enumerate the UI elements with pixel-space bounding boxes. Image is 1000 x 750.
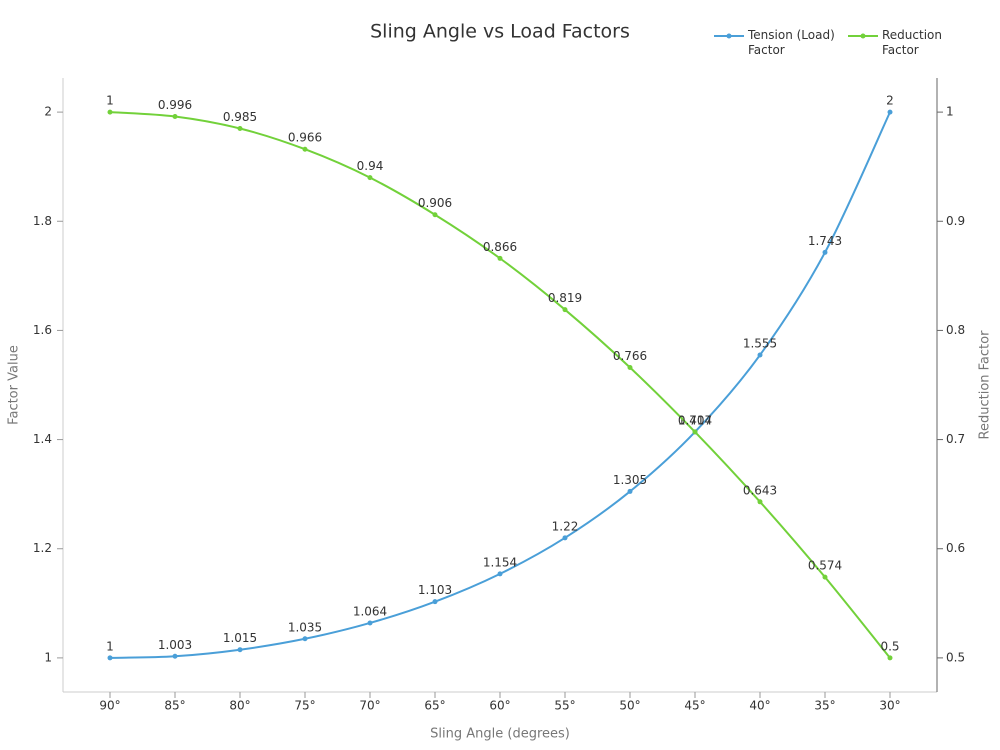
point xyxy=(367,175,373,181)
x-tick-label: 75° xyxy=(294,699,315,713)
point xyxy=(627,365,633,371)
x-tick-label: 35° xyxy=(814,699,835,713)
data-label: 0.819 xyxy=(548,291,582,305)
point xyxy=(302,636,308,642)
x-tick-label: 40° xyxy=(749,699,770,713)
point xyxy=(887,109,893,115)
y-tick-label: 1.8 xyxy=(33,214,52,228)
data-label: 0.94 xyxy=(357,159,384,173)
y-tick-label: 1.4 xyxy=(33,432,52,446)
data-label: 0.966 xyxy=(288,131,322,145)
point xyxy=(822,574,828,580)
legend-label: Reduction Factor xyxy=(882,28,942,57)
data-label: 0.996 xyxy=(158,98,192,112)
y-tick-label: 1.2 xyxy=(33,541,52,555)
y-tick-label: 1.6 xyxy=(33,323,52,337)
x-axis-label: Sling Angle (degrees) xyxy=(430,727,570,742)
point xyxy=(757,352,763,358)
data-label: 0.5 xyxy=(880,639,899,653)
data-label: 1.743 xyxy=(808,234,842,248)
legend: Tension (Load) Factor Reduction Factor xyxy=(714,28,972,58)
data-label: 1.015 xyxy=(223,631,257,645)
x-tick-label: 55° xyxy=(554,699,575,713)
y-tick-label: 2 xyxy=(44,105,52,119)
y-axis-label: Factor Value xyxy=(7,345,22,425)
x-tick-label: 85° xyxy=(164,699,185,713)
data-label: 1.154 xyxy=(483,555,517,569)
point xyxy=(887,655,893,661)
data-label: 0.574 xyxy=(808,559,842,573)
x-tick-label: 45° xyxy=(684,699,705,713)
point xyxy=(302,146,308,152)
legend-swatch xyxy=(714,28,744,42)
data-label: 1 xyxy=(106,94,114,108)
x-tick-label: 65° xyxy=(424,699,445,713)
point xyxy=(107,109,113,115)
legend-item: Tension (Load) Factor xyxy=(714,28,838,58)
x-tick-label: 70° xyxy=(359,699,380,713)
data-label: 1.22 xyxy=(552,519,579,533)
y2-tick-label: 0.9 xyxy=(946,214,965,228)
chart-title: Sling Angle vs Load Factors xyxy=(370,21,630,43)
point xyxy=(237,125,243,131)
data-label: 1.003 xyxy=(158,638,192,652)
point xyxy=(367,620,373,626)
point xyxy=(432,212,438,218)
x-tick-label: 90° xyxy=(99,699,120,713)
point xyxy=(692,429,698,435)
point xyxy=(562,307,568,313)
data-label: 1.305 xyxy=(613,473,647,487)
y-tick-label: 1 xyxy=(44,650,52,664)
legend-item: Reduction Factor xyxy=(848,28,972,58)
series-line xyxy=(109,111,891,659)
x-tick-label: 80° xyxy=(229,699,250,713)
y2-tick-label: 0.5 xyxy=(946,650,965,664)
y2-tick-label: 1 xyxy=(946,105,954,119)
x-tick-label: 30° xyxy=(879,699,900,713)
legend-swatch xyxy=(848,28,878,42)
data-label: 1.555 xyxy=(743,336,777,350)
point xyxy=(172,653,178,659)
point xyxy=(497,255,503,261)
point xyxy=(757,499,763,505)
legend-label: Tension (Load) Factor xyxy=(748,28,835,57)
point xyxy=(432,599,438,605)
y2-axis-label: Reduction Factor xyxy=(978,330,993,440)
point xyxy=(237,647,243,653)
data-label: 1.064 xyxy=(353,604,387,618)
data-label: 1 xyxy=(106,639,114,653)
point xyxy=(107,655,113,661)
point xyxy=(497,571,503,577)
y2-tick-label: 0.8 xyxy=(946,323,965,337)
data-label: 0.643 xyxy=(743,483,777,497)
point xyxy=(562,535,568,541)
x-tick-label: 60° xyxy=(489,699,510,713)
y2-tick-label: 0.6 xyxy=(946,541,965,555)
data-label: 1.103 xyxy=(418,583,452,597)
point xyxy=(627,488,633,494)
data-label: 0.985 xyxy=(223,110,257,124)
y2-tick-label: 0.7 xyxy=(946,432,965,446)
data-label: 0.866 xyxy=(483,240,517,254)
point xyxy=(822,249,828,255)
data-label: 1.035 xyxy=(288,620,322,634)
data-label: 0.707 xyxy=(678,413,712,427)
point xyxy=(172,113,178,119)
x-tick-label: 50° xyxy=(619,699,640,713)
data-label: 0.766 xyxy=(613,349,647,363)
data-label: 2 xyxy=(886,94,894,108)
data-label: 0.906 xyxy=(418,196,452,210)
